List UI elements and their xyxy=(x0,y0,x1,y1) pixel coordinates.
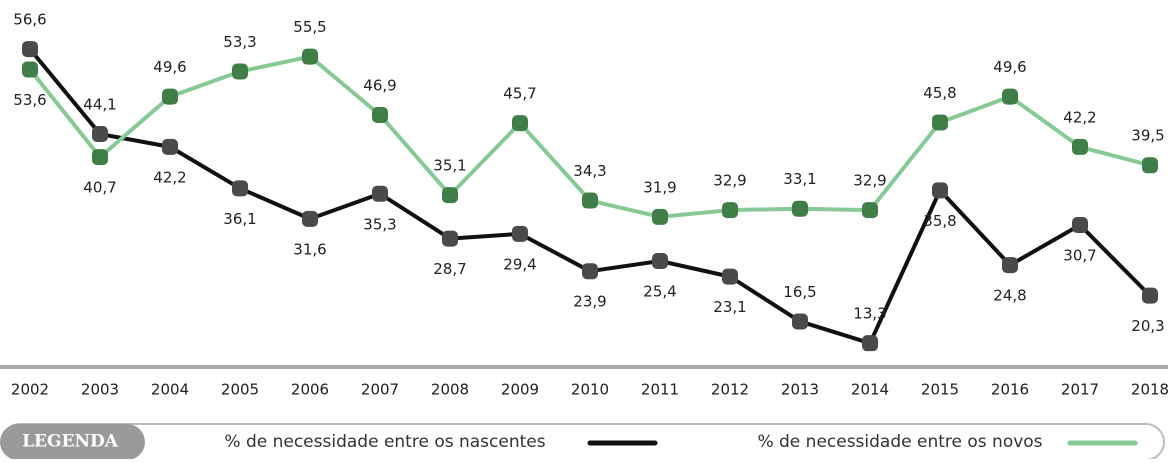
marker xyxy=(372,106,388,123)
value-label: 16,5 xyxy=(783,283,816,301)
marker xyxy=(162,88,178,105)
marker xyxy=(232,180,248,197)
marker xyxy=(302,48,318,65)
x-tick-label: 2009 xyxy=(501,381,539,399)
marker xyxy=(1142,157,1158,174)
value-label: 24,8 xyxy=(993,287,1026,305)
value-label: 20,3 xyxy=(1131,317,1164,335)
value-label: 29,4 xyxy=(503,255,536,273)
marker xyxy=(1002,88,1018,105)
value-label: 35,1 xyxy=(433,157,466,175)
marker xyxy=(792,313,808,330)
marker xyxy=(932,182,948,199)
value-label: 35,8 xyxy=(923,212,956,230)
marker xyxy=(1002,257,1018,274)
x-tick-label: 2017 xyxy=(1061,381,1099,399)
marker xyxy=(232,63,248,80)
value-label: 32,9 xyxy=(713,172,746,190)
marker xyxy=(792,200,808,217)
marker xyxy=(862,202,878,219)
value-label: 49,6 xyxy=(993,58,1026,76)
legend-title-bg xyxy=(0,424,145,460)
marker xyxy=(1072,138,1088,155)
x-tick-label: 2011 xyxy=(641,381,679,399)
value-label: 46,9 xyxy=(363,76,396,94)
value-label: 33,1 xyxy=(783,170,816,188)
value-label: 56,6 xyxy=(13,11,46,29)
value-label: 30,7 xyxy=(1063,247,1096,265)
value-label: 23,1 xyxy=(713,298,746,316)
marker xyxy=(722,268,738,285)
value-label: 53,3 xyxy=(223,33,256,51)
value-label: 23,9 xyxy=(573,293,606,311)
x-tick-label: 2016 xyxy=(991,381,1029,399)
value-label: 39,5 xyxy=(1131,127,1164,145)
marker xyxy=(512,115,528,132)
value-label: 25,4 xyxy=(643,283,676,301)
value-label: 49,6 xyxy=(153,58,186,76)
marker xyxy=(652,253,668,270)
x-tick-label: 2012 xyxy=(711,381,749,399)
marker xyxy=(862,335,878,352)
value-label: 31,6 xyxy=(293,240,326,258)
x-tick-label: 2010 xyxy=(571,381,609,399)
marker xyxy=(302,210,318,227)
x-tick-label: 2014 xyxy=(851,381,889,399)
value-label: 44,1 xyxy=(83,95,116,113)
x-tick-label: 2003 xyxy=(81,381,119,399)
marker xyxy=(1142,287,1158,304)
x-tick-label: 2005 xyxy=(221,381,259,399)
marker xyxy=(582,263,598,280)
value-label: 42,2 xyxy=(1063,108,1096,126)
x-tick-label: 2018 xyxy=(1131,381,1168,399)
value-label: 32,9 xyxy=(853,172,886,190)
marker xyxy=(1072,217,1088,234)
marker xyxy=(92,149,108,166)
value-label: 45,7 xyxy=(503,85,536,103)
marker xyxy=(932,114,948,131)
marker xyxy=(162,138,178,155)
value-label: 35,3 xyxy=(363,215,396,233)
x-tick-label: 2013 xyxy=(781,381,819,399)
x-tick-label: 2015 xyxy=(921,381,959,399)
x-tick-label: 2008 xyxy=(431,381,469,399)
marker xyxy=(582,192,598,209)
value-label: 31,9 xyxy=(643,178,676,196)
value-label: 42,2 xyxy=(153,168,186,186)
marker xyxy=(22,41,38,58)
marker xyxy=(442,230,458,247)
value-label: 36,1 xyxy=(223,210,256,228)
marker xyxy=(372,185,388,202)
value-label: 55,5 xyxy=(293,18,326,36)
legend-title: LEGENDA xyxy=(22,432,119,452)
x-tick-label: 2006 xyxy=(291,381,329,399)
value-label: 34,3 xyxy=(573,162,606,180)
value-label: 13,3 xyxy=(853,305,886,323)
legend-label: % de necessidade entre os novos xyxy=(757,432,1042,452)
value-label: 40,7 xyxy=(83,179,116,197)
marker xyxy=(92,125,108,142)
marker xyxy=(442,187,458,204)
x-tick-label: 2004 xyxy=(151,381,189,399)
value-label: 45,8 xyxy=(923,84,956,102)
value-label: 28,7 xyxy=(433,260,466,278)
x-tick-label: 2002 xyxy=(11,381,49,399)
value-label: 53,6 xyxy=(13,91,46,109)
marker xyxy=(512,225,528,242)
x-tick-label: 2007 xyxy=(361,381,399,399)
marker xyxy=(722,202,738,219)
marker xyxy=(652,208,668,225)
legend-label: % de necessidade entre os nascentes xyxy=(224,432,545,452)
marker xyxy=(22,61,38,78)
